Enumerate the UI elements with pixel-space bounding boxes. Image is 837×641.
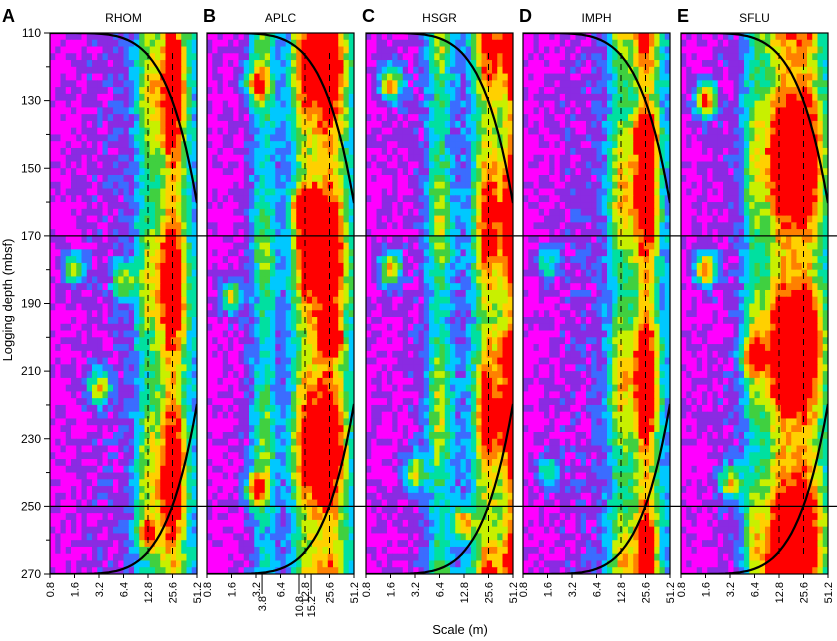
- x-tick-label: 25.6: [325, 582, 337, 603]
- x-tick-label: 6.4: [435, 582, 447, 597]
- x-tick-label: 12.8: [774, 582, 786, 603]
- y-axis-label: Logging depth (mbsf): [0, 239, 15, 362]
- panel-name: SFLU: [739, 11, 770, 25]
- panel-hsgr: C HSGR: [362, 6, 514, 575]
- y-tick-label: 210: [21, 364, 41, 378]
- x-tick-label: 1.6: [70, 582, 82, 597]
- x-tick-label: 0.8: [45, 582, 57, 597]
- x-tick-label: 3.2: [567, 582, 579, 597]
- x-tick-label: 51.2: [665, 582, 677, 603]
- panel-letter: C: [362, 6, 375, 26]
- x-tick-label: 51.2: [349, 582, 361, 603]
- x-tick-label: 51.2: [508, 582, 520, 603]
- x-tick-label: 25.6: [484, 582, 496, 603]
- y-tick-label: 190: [21, 297, 41, 311]
- extra-scale-label: 10.8: [294, 596, 306, 617]
- extra-scale-label: 15.2: [306, 596, 318, 617]
- x-tick-label: 3.2: [410, 582, 422, 597]
- panel-letter: D: [519, 6, 532, 26]
- y-tick-label: 110: [22, 26, 41, 40]
- panel-aplc: B APLC: [203, 6, 355, 575]
- heatmap-cells-sflu: [681, 33, 828, 574]
- x-tick-label: 0.8: [676, 582, 688, 597]
- panel-name: RHOM: [105, 11, 142, 25]
- panels-layer: A RHOM B APLC C HSGR D IMPH E SFLU: [2, 6, 829, 575]
- x-tick-label: 51.2: [192, 582, 204, 603]
- x-tick-label: 3.2: [251, 582, 263, 597]
- panel-letter: E: [677, 6, 689, 26]
- panel-name: APLC: [265, 11, 297, 25]
- x-tick-label: 0.8: [361, 582, 373, 597]
- y-tick-label: 270: [21, 567, 41, 581]
- x-tick-label: 3.2: [725, 582, 737, 597]
- y-tick-label: 250: [21, 499, 41, 513]
- x-tick-label: 3.2: [94, 582, 106, 597]
- panel-imph: D IMPH: [519, 6, 671, 575]
- x-tick-label: 1.6: [701, 582, 713, 597]
- panel-rhom: A RHOM: [2, 6, 198, 575]
- x-tick-label: 1.6: [386, 582, 398, 597]
- x-tick-label: 12.8: [459, 582, 471, 603]
- panel-letter: A: [2, 6, 15, 26]
- x-tick-label: 25.6: [641, 582, 653, 603]
- x-tick-label: 12.8: [300, 582, 312, 603]
- y-tick-label: 150: [21, 161, 41, 175]
- x-tick-label: 6.4: [276, 582, 288, 597]
- heatmap-cells-hsgr: [366, 33, 513, 574]
- x-tick-label: 0.8: [518, 582, 530, 597]
- panel-sflu: E SFLU: [677, 6, 829, 575]
- x-axis-label: Scale (m): [432, 622, 488, 637]
- x-tick-label: 51.2: [823, 582, 835, 603]
- x-tick-label: 25.6: [799, 582, 811, 603]
- x-tick-label: 25.6: [168, 582, 180, 603]
- reference-lines: [50, 235, 837, 508]
- x-tick-label: 6.4: [119, 582, 131, 597]
- x-tick-label: 12.8: [616, 582, 628, 603]
- y-tick-label: 130: [21, 94, 41, 108]
- panel-name: IMPH: [582, 11, 612, 25]
- x-tick-label: 0.8: [202, 582, 214, 597]
- heatmap-cells-aplc: [207, 33, 354, 574]
- extra-scale-label: 3.8: [257, 596, 269, 611]
- y-tick-label: 170: [21, 229, 41, 243]
- panel-letter: B: [203, 6, 216, 26]
- x-tick-label: 1.6: [227, 582, 239, 597]
- x-tick-label: 6.4: [750, 582, 762, 597]
- axis-layer: 0.8 1.6 3.2 6.4 12.8 25.6 51.20.8 1.6 3.2 6.4 12.8…: [21, 26, 835, 617]
- x-tick-label: 6.4: [592, 582, 604, 597]
- y-tick-label: 230: [21, 432, 41, 446]
- x-tick-label: 1.6: [543, 582, 555, 597]
- x-tick-label: 12.8: [143, 582, 155, 603]
- panel-name: HSGR: [422, 11, 457, 25]
